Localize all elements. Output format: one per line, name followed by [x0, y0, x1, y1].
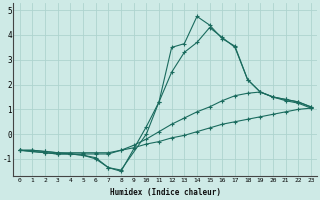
X-axis label: Humidex (Indice chaleur): Humidex (Indice chaleur): [110, 188, 221, 197]
